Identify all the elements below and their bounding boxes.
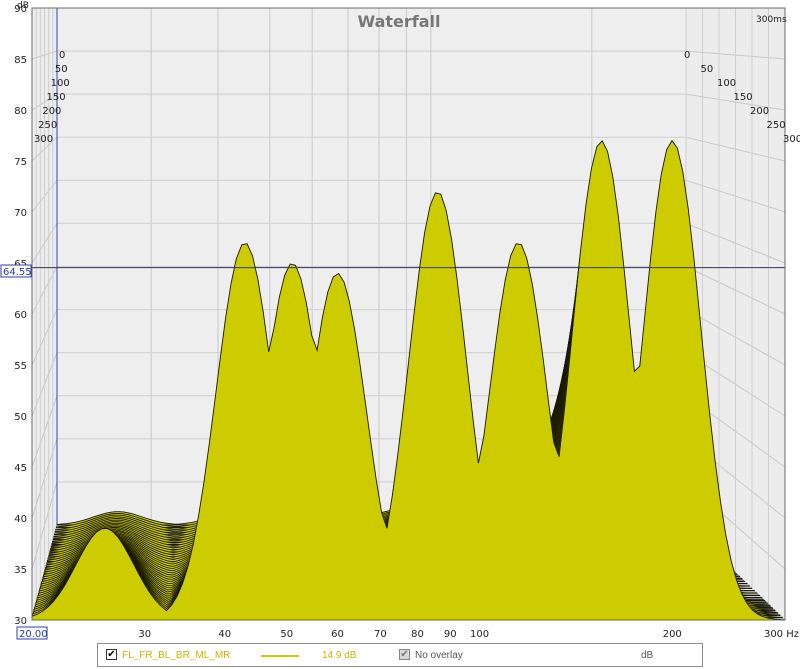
x-tick-label: 80 <box>411 629 424 640</box>
overlay-label[interactable]: No overlay <box>415 650 463 661</box>
x-tick-labels: 30 40 50 60 70 80 90 100 200 300 Hz <box>138 629 799 640</box>
y-tick-label: 75 <box>14 157 27 168</box>
right-time-label: 200 <box>750 106 769 117</box>
x-tick-label: 200 <box>663 629 682 640</box>
y-tick-label: 40 <box>14 514 27 525</box>
y-tick-label: 60 <box>14 310 27 321</box>
x-tick-label: 90 <box>444 629 457 640</box>
right-time-label: 50 <box>701 64 714 75</box>
left-time-label: 0 <box>59 50 65 61</box>
right-time-label: 100 <box>717 78 736 89</box>
plot-frame <box>31 7 786 621</box>
right-time-label: 300 <box>783 134 800 145</box>
unit-label: dB <box>641 650 654 661</box>
left-time-label: 200 <box>42 106 61 117</box>
series-name-label[interactable]: FL_FR_BL_BR_ML_MR <box>122 650 231 661</box>
y-tick-label: 55 <box>14 361 27 372</box>
series-visibility-checkbox[interactable]: ✔ <box>106 649 117 660</box>
waterfall-slices <box>31 139 786 621</box>
x-tick-label: 70 <box>374 629 387 640</box>
y-cursor-marker[interactable]: 64.55 <box>0 264 32 278</box>
y-tick-labels: 30354045505560657075808590 <box>14 4 27 627</box>
waterfall-slice <box>31 139 786 621</box>
time-unit-label: 300ms <box>756 15 787 25</box>
left-time-label: 100 <box>51 78 70 89</box>
right-time-label: 150 <box>734 92 753 103</box>
y-tick-label: 30 <box>14 616 27 627</box>
series-line-swatch <box>261 655 299 657</box>
y-tick-label: 50 <box>14 412 27 423</box>
x-tick-label: 300 Hz <box>764 629 799 640</box>
smoothing-value: 14.9 dB <box>322 650 357 661</box>
left-time-label: 150 <box>47 92 66 103</box>
y-tick-label: 35 <box>14 565 27 576</box>
y-tick-label: 90 <box>14 4 27 15</box>
y-tick-label: 70 <box>14 208 27 219</box>
y-tick-label: 45 <box>14 463 27 474</box>
right-time-label: 250 <box>767 120 786 131</box>
overlay-checkbox[interactable]: ✔ <box>399 649 410 660</box>
legend-bar: ✔ FL_FR_BL_BR_ML_MR 14.9 dB ✔ No overlay… <box>97 643 703 667</box>
left-time-label: 300 <box>34 134 53 145</box>
x-tick-label: 100 <box>470 629 489 640</box>
left-time-label: 250 <box>38 120 57 131</box>
y-cursor-value: 64.55 <box>3 267 32 278</box>
y-axis-unit: dB <box>17 1 29 11</box>
x-tick-label: 50 <box>280 629 293 640</box>
chart-title: Waterfall <box>358 12 441 31</box>
y-tick-label: 85 <box>14 55 27 66</box>
x-tick-label: 30 <box>138 629 151 640</box>
chart-overlay <box>31 7 786 621</box>
right-time-label: 0 <box>684 50 690 61</box>
x-tick-label: 40 <box>218 629 231 640</box>
left-time-label: 50 <box>55 64 68 75</box>
x-cursor-marker[interactable]: 20.00 <box>16 626 48 640</box>
y-tick-label: 80 <box>14 106 27 117</box>
x-cursor-value: 20.00 <box>19 629 48 640</box>
x-tick-label: 60 <box>331 629 344 640</box>
